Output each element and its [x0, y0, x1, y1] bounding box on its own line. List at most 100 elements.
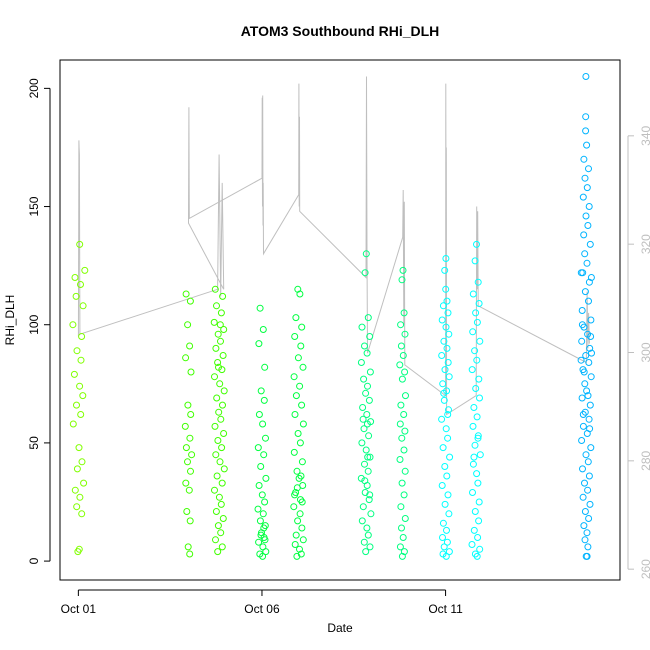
data-point: [188, 451, 196, 459]
data-point: [472, 309, 480, 317]
data-point: [292, 314, 300, 322]
data-point: [290, 448, 298, 456]
data-point: [76, 382, 84, 390]
data-point: [213, 302, 220, 310]
data-point: [256, 517, 264, 525]
data-point: [261, 498, 269, 506]
data-point: [183, 508, 191, 515]
data-point: [216, 321, 224, 329]
data-point: [443, 538, 451, 546]
data-point: [361, 460, 368, 468]
data-point: [581, 288, 589, 296]
data-point: [442, 552, 450, 560]
data-point: [255, 538, 263, 546]
data-point: [476, 337, 484, 345]
data-point: [357, 359, 365, 366]
data-point: [358, 439, 366, 447]
data-point: [220, 387, 228, 395]
data-point: [296, 510, 304, 518]
data-point: [216, 458, 224, 466]
data-point: [443, 344, 451, 352]
data-point: [473, 240, 480, 248]
data-point: [439, 519, 447, 527]
data-point: [587, 444, 595, 452]
data-point: [582, 73, 590, 80]
data-point: [260, 396, 268, 404]
data-point: [444, 411, 452, 418]
data-point: [72, 292, 80, 300]
data-point: [586, 401, 594, 409]
data-point: [365, 496, 373, 504]
data-point: [581, 408, 589, 416]
data-point: [397, 401, 405, 409]
data-point: [366, 453, 374, 461]
data-point: [585, 359, 593, 366]
data-point: [77, 356, 85, 364]
data-point: [583, 529, 591, 537]
data-point: [401, 427, 409, 435]
data-point: [439, 534, 446, 541]
data-point: [366, 491, 374, 499]
data-point: [583, 552, 591, 560]
data-point: [186, 550, 194, 558]
data-point: [214, 522, 222, 530]
series-flight-9: [468, 240, 484, 560]
data-point: [214, 437, 222, 444]
data-point: [398, 479, 406, 487]
data-point: [79, 392, 87, 400]
data-point: [444, 359, 452, 366]
data-point: [398, 552, 406, 560]
data-point: [365, 432, 373, 440]
data-point: [184, 543, 192, 551]
data-point: [296, 545, 303, 553]
data-point: [296, 439, 304, 447]
data-point: [211, 373, 218, 381]
data-point: [258, 491, 266, 499]
data-point: [76, 493, 84, 501]
data-point: [361, 477, 369, 485]
data-point: [445, 548, 453, 556]
data-point: [585, 415, 593, 423]
y-tick-label: 100: [27, 314, 41, 334]
data-point: [73, 465, 81, 473]
data-point: [78, 333, 86, 340]
data-point: [359, 404, 367, 411]
data-point: [255, 482, 263, 489]
data-point: [257, 531, 265, 539]
data-point: [359, 415, 367, 423]
x-axis: Oct 01 Oct 06 Oct 11: [61, 589, 463, 616]
data-point: [81, 266, 89, 274]
data-point: [216, 380, 224, 388]
data-point: [439, 444, 447, 452]
data-point: [290, 373, 298, 381]
data-point: [580, 155, 588, 163]
data-point: [365, 396, 373, 404]
data-point: [400, 309, 408, 317]
data-point: [474, 278, 482, 286]
data-point: [585, 472, 593, 480]
y2-tick-label: 320: [639, 234, 650, 254]
data-point: [445, 406, 452, 414]
data-point: [359, 503, 367, 511]
data-point: [215, 363, 222, 371]
data-point: [475, 498, 483, 506]
data-point: [74, 548, 82, 556]
data-point: [469, 422, 477, 430]
data-point: [256, 304, 264, 312]
y-tick-label: 200: [27, 78, 41, 98]
data-point: [583, 141, 591, 149]
data-point: [475, 517, 483, 525]
data-point: [362, 548, 370, 556]
data-point: [215, 493, 223, 501]
data-point: [79, 302, 87, 310]
data-point: [218, 444, 226, 452]
data-point: [259, 510, 267, 518]
data-point: [213, 472, 221, 480]
data-point: [440, 337, 448, 345]
data-point: [217, 500, 225, 508]
data-point: [186, 297, 194, 305]
data-point: [298, 401, 306, 409]
data-point: [364, 453, 372, 461]
data-point: [471, 347, 479, 355]
data-point: [364, 531, 372, 539]
